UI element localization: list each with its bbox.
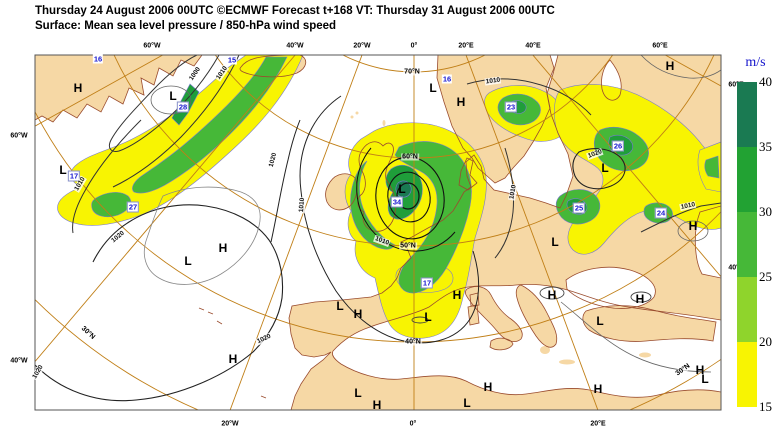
legend-tick-label: 20 <box>759 334 772 349</box>
legend-tick-label: 25 <box>759 269 772 284</box>
legend-unit-label: m/s <box>745 55 766 70</box>
legend-band-25-30 <box>737 212 757 277</box>
coastlines <box>35 55 721 410</box>
legend-band-20-25 <box>737 277 757 342</box>
legend-tick-label: 35 <box>759 139 772 154</box>
isobars <box>35 55 721 402</box>
legend-band-30-35 <box>737 147 757 212</box>
legend-tick-label: 15 <box>759 399 772 414</box>
legend-band-35-40 <box>737 82 757 147</box>
chart-header: Thursday 24 August 2006 00UTC ©ECMWF For… <box>35 4 555 34</box>
legend-tick-label: 30 <box>759 204 772 219</box>
chart-title-line1: Thursday 24 August 2006 00UTC ©ECMWF For… <box>35 5 555 17</box>
legend-tick-label: 40 <box>759 74 772 89</box>
map-frame <box>34 54 722 411</box>
legend-band-15-20 <box>737 342 757 407</box>
chart-title-line2: Surface: Mean sea level pressure / 850-h… <box>35 20 337 32</box>
